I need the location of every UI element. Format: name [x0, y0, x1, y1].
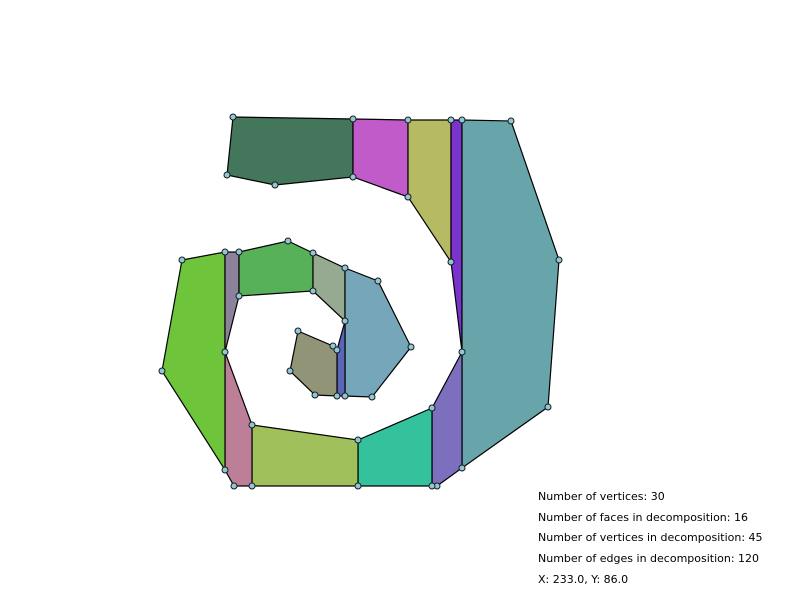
vertex-point[interactable]: [458, 348, 466, 356]
vertex-point[interactable]: [284, 237, 292, 245]
vertex-count-label: Number of vertices: 30: [538, 490, 665, 503]
vertex-point[interactable]: [309, 287, 317, 295]
face-magenta[interactable]: [352, 118, 409, 198]
vertex-point[interactable]: [428, 404, 436, 412]
vertex-point[interactable]: [221, 466, 229, 474]
vertex-point[interactable]: [341, 264, 349, 272]
face-pink[interactable]: [224, 351, 253, 487]
vertex-point[interactable]: [404, 193, 412, 201]
face-green-left[interactable]: [161, 251, 226, 473]
vertex-point[interactable]: [248, 421, 256, 429]
face-khaki[interactable]: [289, 330, 338, 397]
face-blue-strip[interactable]: [336, 320, 346, 397]
vertex-point[interactable]: [458, 464, 466, 472]
vertex-point[interactable]: [221, 248, 229, 256]
vertex-point[interactable]: [329, 342, 337, 350]
vertex-point[interactable]: [333, 346, 341, 354]
decomposition-edge-count-label: Number of edges in decomposition: 120: [538, 552, 760, 566]
vertex-point[interactable]: [223, 171, 231, 179]
vertex-point[interactable]: [271, 181, 279, 189]
vertex-point[interactable]: [354, 482, 362, 490]
face-sage[interactable]: [312, 252, 346, 323]
vertex-point[interactable]: [341, 392, 349, 400]
vertices-layer: [158, 113, 563, 490]
vertex-point[interactable]: [407, 343, 415, 351]
face-purple-strip[interactable]: [450, 119, 463, 353]
vertex-point[interactable]: [248, 482, 256, 490]
vertex-point[interactable]: [555, 256, 563, 264]
face-steel-blue[interactable]: [344, 267, 412, 398]
vertex-point[interactable]: [235, 292, 243, 300]
vertex-point[interactable]: [286, 367, 294, 375]
vertex-point[interactable]: [447, 258, 455, 266]
vertex-point[interactable]: [229, 113, 237, 121]
face-count-label: Number of faces in decomposition: 16: [538, 510, 748, 524]
vertex-point[interactable]: [349, 173, 357, 181]
decomposition-vertex-count-label: Number of vertices in decomposition: 45: [538, 531, 763, 545]
face-yellow-green[interactable]: [251, 424, 359, 487]
face-olive[interactable]: [407, 119, 452, 264]
vertex-point[interactable]: [158, 367, 166, 375]
vertex-point[interactable]: [374, 277, 382, 285]
vertex-point[interactable]: [311, 391, 319, 399]
vertex-point[interactable]: [428, 482, 436, 490]
vertex-point[interactable]: [178, 256, 186, 264]
vertex-point[interactable]: [544, 403, 552, 411]
face-teal-large[interactable]: [461, 119, 560, 470]
vertex-point[interactable]: [507, 117, 515, 125]
vertex-point[interactable]: [458, 116, 466, 124]
face-dark-green[interactable]: [226, 116, 354, 186]
faces-layer: [161, 116, 560, 487]
vertex-point[interactable]: [221, 348, 229, 356]
vertex-point[interactable]: [235, 248, 243, 256]
vertex-point[interactable]: [309, 249, 317, 257]
vertex-point[interactable]: [333, 392, 341, 400]
face-sea-green[interactable]: [357, 407, 433, 487]
vertex-point[interactable]: [349, 115, 357, 123]
face-green-mid[interactable]: [238, 240, 314, 297]
vertex-point[interactable]: [404, 116, 412, 124]
face-mauve-strip[interactable]: [224, 251, 240, 353]
vertex-point[interactable]: [354, 436, 362, 444]
statistics-panel: Number of vertices: 30 Number of faces i…: [538, 487, 763, 591]
vertex-point[interactable]: [230, 482, 238, 490]
vertex-point[interactable]: [447, 116, 455, 124]
vertex-point[interactable]: [368, 393, 376, 401]
vertex-point[interactable]: [294, 327, 302, 335]
cursor-coordinates-label: X: 233.0, Y: 86.0: [538, 572, 629, 586]
vertex-point[interactable]: [341, 317, 349, 325]
face-periwinkle[interactable]: [431, 351, 463, 487]
